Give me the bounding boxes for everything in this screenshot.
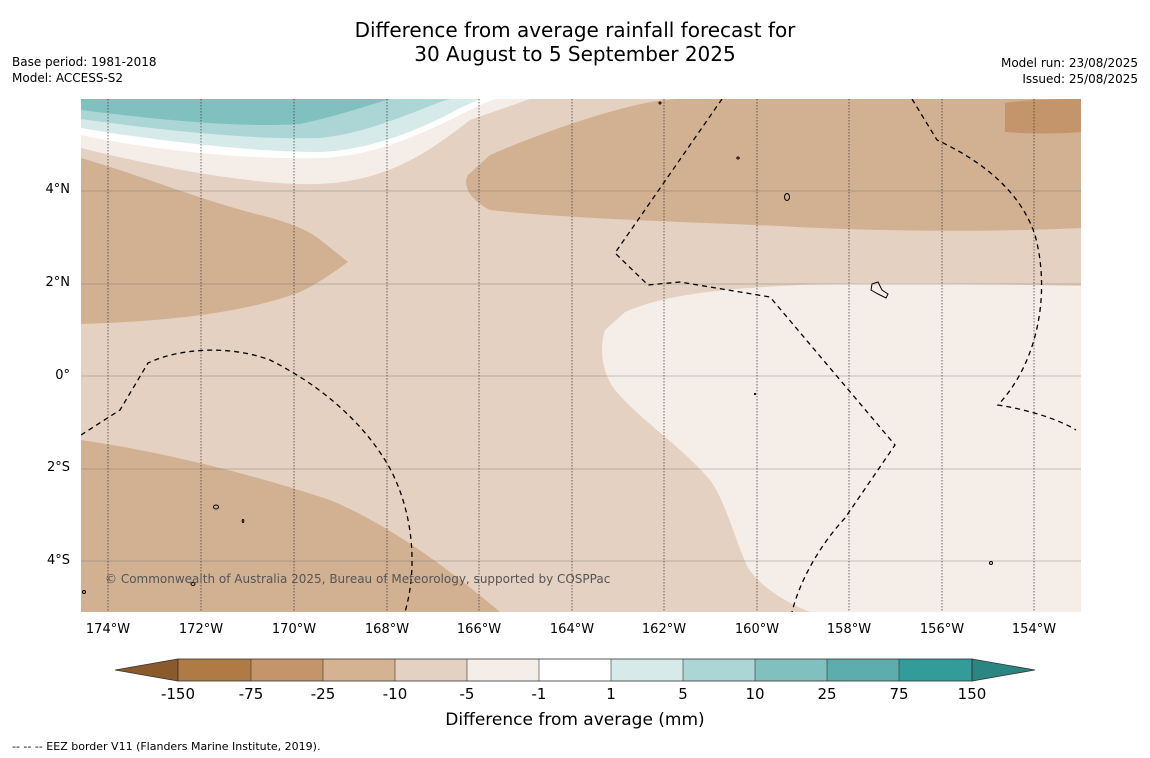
lon-label-156w: 156°W xyxy=(919,622,965,637)
colorbar-label: -10 xyxy=(382,685,408,703)
colorbar-seg-3 xyxy=(323,659,395,681)
lon-label-162w: 162°W xyxy=(641,622,687,637)
colorbar-label: 1 xyxy=(606,685,616,703)
title-line-1: Difference from average rainfall forecas… xyxy=(354,18,796,42)
colorbar-label: -5 xyxy=(459,685,475,703)
colorbar-label: 25 xyxy=(817,685,837,703)
colorbar-outline xyxy=(177,658,973,682)
lon-label-168w: 168°W xyxy=(364,622,410,637)
region-brown-left xyxy=(81,158,348,324)
lon-label-164w: 164°W xyxy=(549,622,595,637)
copyright-notice: © Commonwealth of Australia 2025, Bureau… xyxy=(105,572,611,586)
colorbar-title: Difference from average (mm) xyxy=(445,710,705,730)
colorbar-label: -150 xyxy=(160,685,196,703)
colorbar-low-extend xyxy=(114,658,179,682)
lat-label-0: 0° xyxy=(55,368,70,383)
meta-right: Model run: 23/08/2025 Issued: 25/08/2025 xyxy=(1001,55,1138,87)
lon-label-170w: 170°W xyxy=(271,622,317,637)
meta-left: Base period: 1981-2018 Model: ACCESS-S2 xyxy=(12,54,157,86)
lon-gridlines xyxy=(107,99,1035,612)
eez-borders xyxy=(81,99,1077,612)
map-area xyxy=(81,99,1081,612)
lat-label-4n: 4°N xyxy=(45,182,71,197)
lon-label-172w: 172°W xyxy=(178,622,224,637)
colorbar-seg-2 xyxy=(251,659,323,681)
lat-gridlines xyxy=(81,190,1081,562)
colorbar-label: -25 xyxy=(310,685,336,703)
colorbar-label: -75 xyxy=(238,685,264,703)
colorbar-dividers xyxy=(250,659,900,681)
region-brown-upper xyxy=(466,99,1081,231)
colorbar-seg-10 xyxy=(827,659,899,681)
model-run: Model run: 23/08/2025 xyxy=(1000,56,1138,70)
region-light-lower xyxy=(602,283,1081,612)
base-period: Base period: 1981-2018 xyxy=(12,55,157,69)
colorbar-label: 75 xyxy=(889,685,909,703)
colorbar-seg-7 xyxy=(611,659,683,681)
issued-date: Issued: 25/08/2025 xyxy=(1022,72,1138,86)
eez-footnote: -- -- -- EEZ border V11 (Flanders Marine… xyxy=(12,740,321,753)
lat-label-4s: 4°S xyxy=(46,553,70,568)
colorbar-high-extend xyxy=(971,658,1036,682)
islands xyxy=(82,101,993,594)
colorbar-label: -1 xyxy=(531,685,547,703)
lon-label-154w: 154°W xyxy=(1011,622,1057,637)
colorbar-seg-5 xyxy=(467,659,539,681)
region-teal-3 xyxy=(81,99,390,126)
colorbar-label: 5 xyxy=(678,685,688,703)
colorbar-seg-8 xyxy=(683,659,755,681)
lat-label-2s: 2°S xyxy=(46,460,70,475)
colorbar-label: 150 xyxy=(957,685,987,703)
colorbar-seg-11 xyxy=(899,659,972,681)
colorbar-seg-6 xyxy=(539,659,611,681)
model-name: Model: ACCESS-S2 xyxy=(12,71,124,85)
colorbar-label: 10 xyxy=(745,685,765,703)
lon-label-166w: 166°W xyxy=(456,622,502,637)
region-brown-lower xyxy=(81,440,500,612)
region-brown-patch xyxy=(1005,99,1081,134)
lon-label-160w: 160°W xyxy=(734,622,780,637)
title-line-2: 30 August to 5 September 2025 xyxy=(414,42,736,66)
colorbar-seg-4 xyxy=(395,659,467,681)
colorbar-seg-9 xyxy=(755,659,827,681)
lon-label-158w: 158°W xyxy=(826,622,872,637)
lat-label-2n: 2°N xyxy=(45,275,71,290)
lon-label-174w: 174°W xyxy=(85,622,131,637)
map-title: Difference from average rainfall forecas… xyxy=(0,18,1150,66)
colorbar-seg-1 xyxy=(178,659,251,681)
colorbar xyxy=(114,658,1036,682)
